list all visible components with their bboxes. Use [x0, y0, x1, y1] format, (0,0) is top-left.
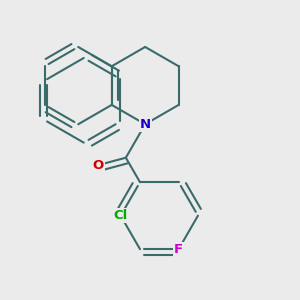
Text: O: O: [92, 159, 103, 172]
Text: F: F: [174, 243, 183, 256]
Text: Cl: Cl: [113, 209, 128, 222]
Text: N: N: [140, 118, 151, 131]
